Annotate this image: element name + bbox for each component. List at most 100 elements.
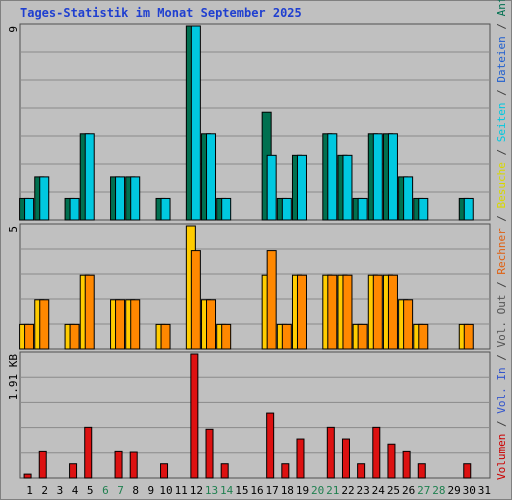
x-tick-label-30: 30 [463,484,476,497]
bar-seiten-day-5 [84,133,95,221]
y-max-label-top: 9 [7,26,20,33]
bar-seiten-day-25 [387,133,398,221]
bar-volumen-day-19 [296,438,305,479]
panel-requests-pages [19,23,491,221]
legend-part-6: Rechner [495,228,508,275]
bar-volumen-day-23 [357,463,366,479]
bar-rechner-day-13 [206,299,217,350]
bar-volumen-day-12 [190,353,199,479]
bar-seiten-day-17 [266,154,277,221]
x-tick-label-15: 15 [235,484,248,497]
bar-seiten-day-4 [69,197,80,221]
bar-rechner-day-7 [115,299,126,350]
legend-part-13: / [495,16,508,36]
bar-volumen-day-7 [114,450,123,479]
x-tick-label-11: 11 [175,484,188,497]
bar-seiten-day-14 [221,197,232,221]
bar-seiten-day-13 [206,133,217,221]
bar-rechner-day-1 [24,323,35,350]
bar-seiten-day-26 [403,176,414,221]
x-tick-label-7: 7 [117,484,124,497]
bar-rechner-day-5 [84,274,95,350]
x-tick-label-24: 24 [372,484,386,497]
x-tick-label-2: 2 [41,484,48,497]
bar-seiten-day-1 [24,197,35,221]
x-tick-label-14: 14 [220,484,234,497]
bar-volumen-day-13 [205,428,214,479]
legend-part-3: / [495,348,508,368]
bar-seiten-day-23 [357,197,368,221]
bar-seiten-day-12 [190,25,201,221]
x-tick-label-26: 26 [402,484,415,497]
panel-volume [19,351,491,479]
legend-part-9: / [495,142,508,162]
bar-rechner-day-23 [357,323,368,350]
bar-volumen-day-5 [84,426,93,479]
bar-volumen-day-25 [387,443,396,479]
bar-rechner-day-19 [296,274,307,350]
bar-rechner-day-4 [69,323,80,350]
x-tick-label-13: 13 [205,484,218,497]
x-tick-label-31: 31 [478,484,491,497]
bar-rechner-day-24 [372,274,383,350]
bar-rechner-day-30 [463,323,474,350]
x-tick-label-20: 20 [311,484,324,497]
bar-volumen-day-8 [129,451,138,479]
bar-volumen-day-26 [402,450,411,479]
legend-part-11: / [495,83,508,103]
bar-volumen-day-1 [23,473,32,479]
panel-background [19,351,491,479]
x-tick-label-5: 5 [87,484,94,497]
bar-volumen-day-21 [326,426,335,479]
x-tick-label-27: 27 [417,484,430,497]
right-legend: Volumen / Vol. In / Vol. Out / Rechner /… [495,0,508,480]
x-tick-label-22: 22 [341,484,354,497]
x-axis-labels: 1 2 3 4 5 6 7 8 9 10 11 12 13 14 15 16 17 18 19 20 21 22 23 24 2… [26,484,491,497]
x-tick-label-17: 17 [266,484,279,497]
bar-volumen-day-30 [463,463,472,479]
bar-seiten-day-7 [115,176,126,221]
legend-part-14: Anfragen [495,0,508,16]
bar-seiten-day-18 [281,197,292,221]
panel-visits-hosts [19,223,491,350]
bar-volumen-day-2 [38,450,47,479]
bar-volumen-day-18 [281,463,290,479]
x-tick-label-6: 6 [102,484,109,497]
bar-rechner-day-26 [403,299,414,350]
bar-rechner-day-2 [39,299,50,350]
chart-title: Tages-Statistik im Monat September 2025 [20,6,302,20]
bar-seiten-day-19 [296,154,307,221]
bar-rechner-day-17 [266,250,277,350]
bar-volumen-day-14 [220,463,229,479]
x-tick-label-19: 19 [296,484,309,497]
legend-part-5: / [495,275,508,295]
bar-rechner-day-10 [160,323,171,350]
bar-rechner-day-25 [387,274,398,350]
legend-part-0: Volumen [495,434,508,480]
x-tick-label-23: 23 [357,484,370,497]
x-tick-label-16: 16 [250,484,263,497]
bar-seiten-day-30 [463,197,474,221]
x-tick-label-12: 12 [190,484,203,497]
bar-rechner-day-27 [418,323,429,350]
legend-part-7: / [495,208,508,228]
bar-seiten-day-2 [39,176,50,221]
x-tick-label-1: 1 [26,484,33,497]
x-tick-label-25: 25 [387,484,400,497]
bar-volumen-day-17 [266,412,275,479]
y-max-label-middle: 5 [7,226,20,233]
bar-rechner-day-12 [190,250,201,350]
bar-volumen-day-22 [341,438,350,479]
bar-rechner-day-21 [327,274,338,350]
bar-rechner-day-22 [342,274,353,350]
x-tick-label-18: 18 [281,484,294,497]
x-tick-label-28: 28 [432,484,445,497]
bar-seiten-day-10 [160,197,171,221]
legend-part-1: / [495,414,508,434]
bar-seiten-day-24 [372,133,383,221]
x-tick-label-9: 9 [148,484,155,497]
bar-seiten-day-21 [327,133,338,221]
y-max-label-bottom: 1.91 KB [7,354,20,401]
